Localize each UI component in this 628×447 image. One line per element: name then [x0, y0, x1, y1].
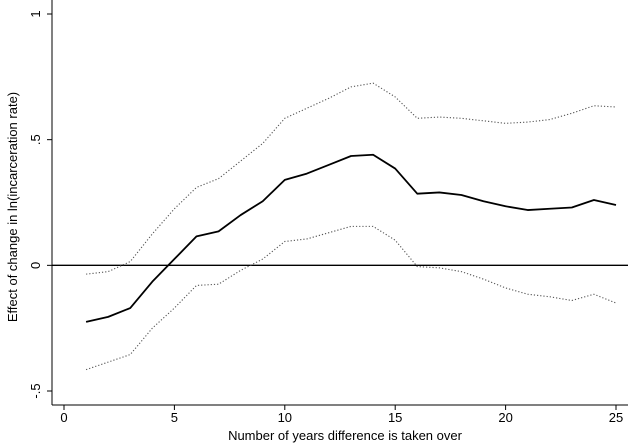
x-tick-label: 20	[498, 410, 512, 425]
series-group	[85, 82, 617, 371]
axes	[47, 0, 628, 410]
y-axis-title: Effect of change in ln(incarceration rat…	[5, 92, 20, 322]
upper-confidence-bound-line	[86, 82, 617, 275]
x-tick-label: 5	[171, 410, 178, 425]
tick-labels: 0 5 10 15 20 25 -.5 0 .5 1	[28, 10, 623, 425]
x-tick-label: 0	[60, 410, 67, 425]
y-tick-label: 1	[28, 10, 43, 17]
x-tick-label: 15	[388, 410, 402, 425]
x-tick-label: 10	[278, 410, 292, 425]
y-tick-label: 0	[28, 262, 43, 269]
x-axis-title: Number of years difference is taken over	[228, 428, 463, 443]
point-estimate-line	[85, 153, 617, 323]
x-tick-label: 25	[609, 410, 623, 425]
y-tick-label: -.5	[28, 383, 43, 398]
y-tick-label: .5	[28, 134, 43, 145]
lower-confidence-bound-line	[85, 225, 617, 371]
